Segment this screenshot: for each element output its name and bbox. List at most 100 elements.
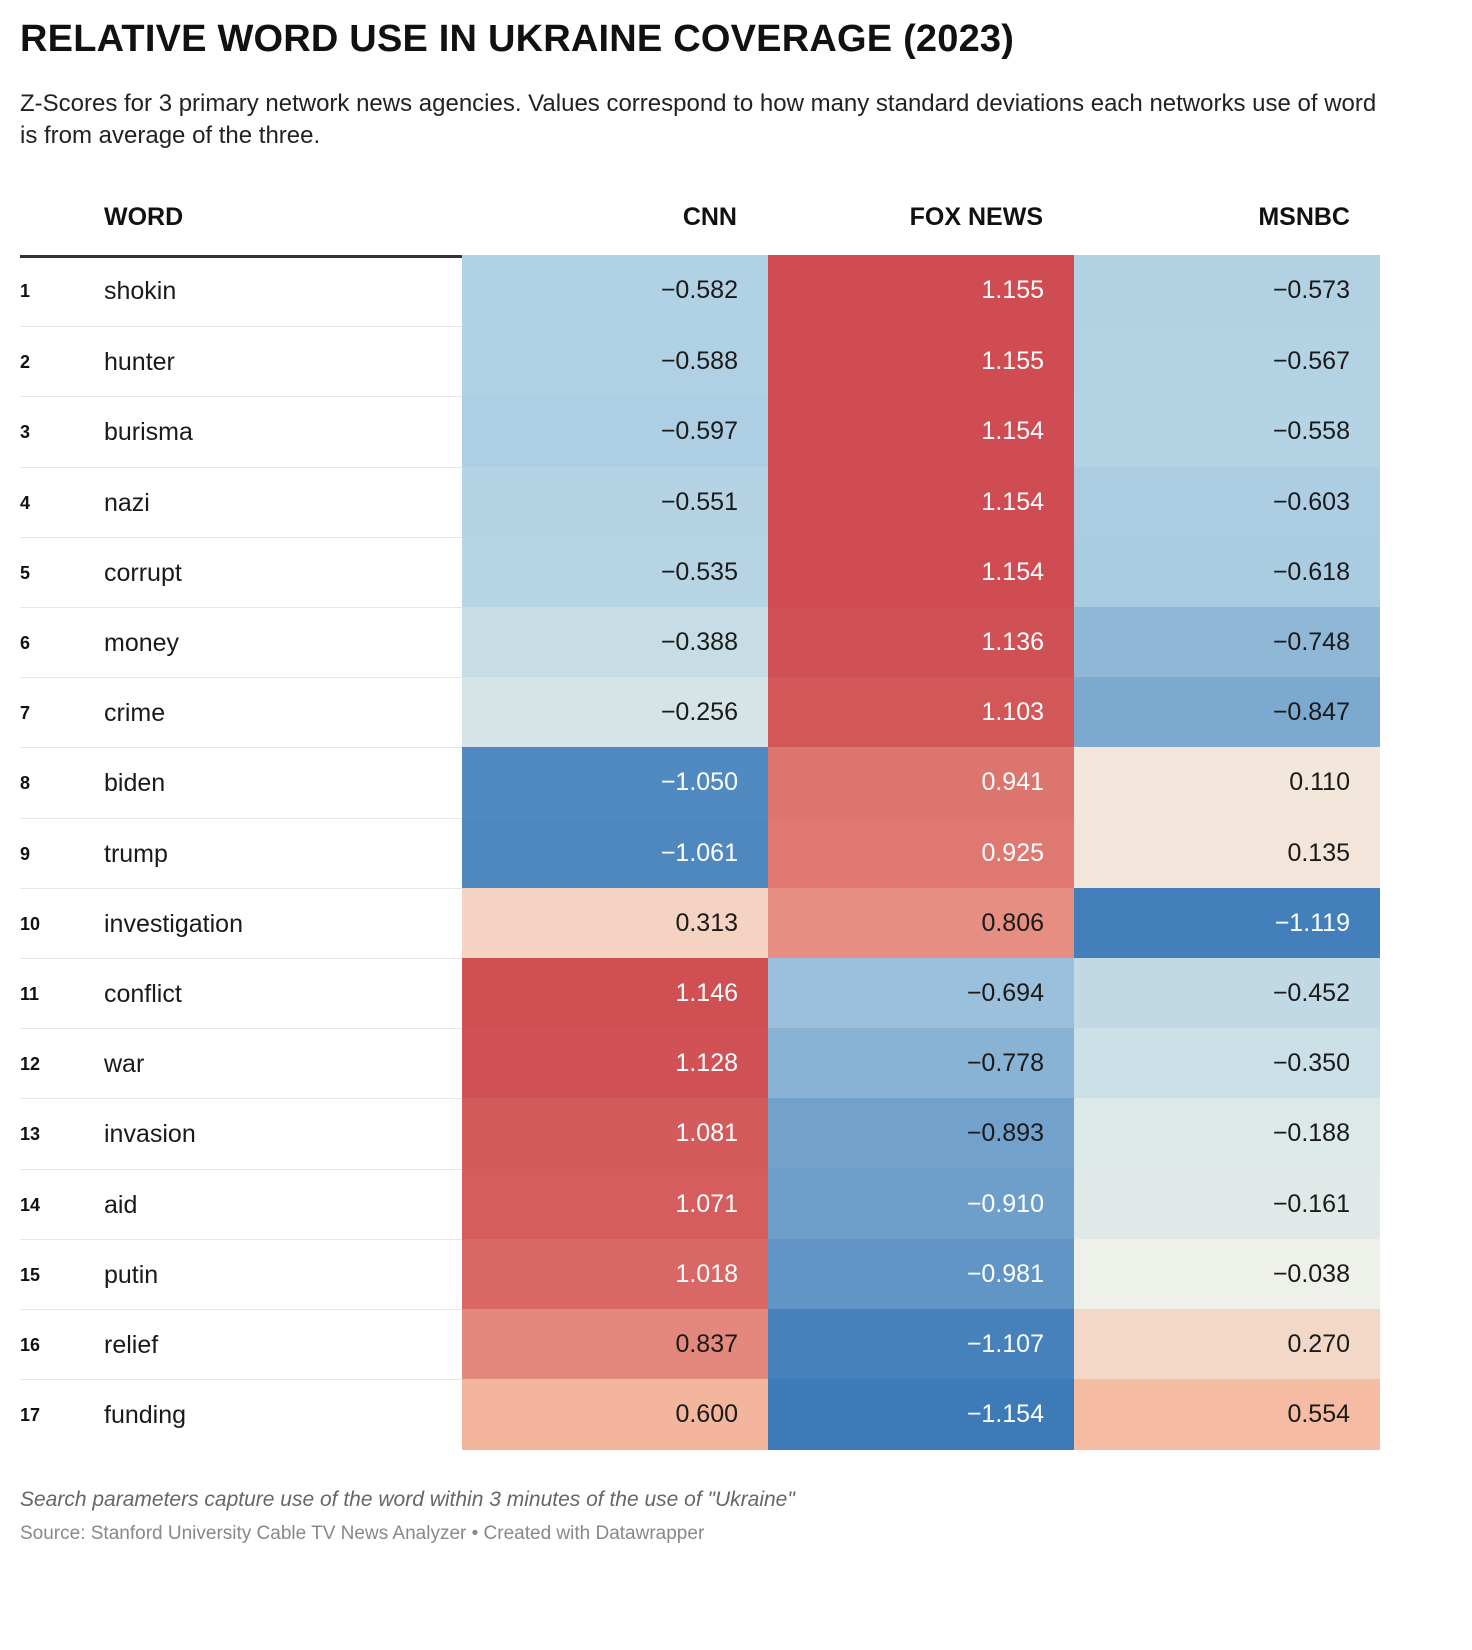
row-word: biden [104, 769, 166, 798]
row-rank: 4 [20, 492, 31, 513]
table-row: 6 money −0.388 1.136 −0.748 [20, 607, 1380, 678]
heat-cell-fox-news: −0.910 [768, 1168, 1074, 1240]
table-row: 11 conflict 1.146 −0.694 −0.452 [20, 958, 1380, 1029]
row-word: hunter [104, 348, 175, 377]
row-word: investigation [104, 909, 243, 938]
table-row: 14 aid 1.071 −0.910 −0.161 [20, 1168, 1380, 1240]
heat-cell-cnn: 1.018 [462, 1238, 768, 1310]
heat-cell-fox-news: 1.155 [768, 326, 1074, 398]
heat-cell-fox-news: −0.981 [768, 1238, 1074, 1310]
row-word: trump [104, 839, 168, 868]
heat-cell-fox-news: −0.694 [768, 958, 1074, 1029]
heat-cell-msnbc: −1.119 [1074, 887, 1380, 959]
heat-cell-cnn: −0.535 [462, 536, 768, 608]
table-row: 2 hunter −0.588 1.155 −0.567 [20, 326, 1380, 398]
row-rank: 14 [20, 1194, 41, 1215]
row-word: burisma [104, 418, 193, 447]
heat-cell-msnbc: −0.350 [1074, 1028, 1380, 1100]
heat-cell-msnbc: 0.135 [1074, 817, 1380, 889]
row-word: putin [104, 1260, 159, 1289]
row-word: invasion [104, 1120, 196, 1149]
row-rank: 17 [20, 1405, 41, 1426]
row-rank: 2 [20, 352, 31, 373]
row-rank: 9 [20, 843, 31, 864]
heat-cell-msnbc: −0.573 [1074, 255, 1380, 326]
column-header-msnbc[interactable]: MSNBC [1258, 203, 1350, 231]
table-row: 9 trump −1.061 0.925 0.135 [20, 817, 1380, 889]
heat-cell-msnbc: 0.110 [1074, 747, 1380, 819]
heat-cell-cnn: 0.600 [462, 1379, 768, 1451]
heat-cell-fox-news: 1.136 [768, 607, 1074, 678]
heat-cell-msnbc: −0.161 [1074, 1168, 1380, 1240]
row-rank: 13 [20, 1124, 41, 1145]
heat-cell-msnbc: −0.038 [1074, 1238, 1380, 1310]
heat-cell-cnn: 1.071 [462, 1168, 768, 1240]
heat-cell-fox-news: 1.154 [768, 396, 1074, 468]
row-rank: 1 [20, 281, 31, 301]
heat-cell-cnn: 1.081 [462, 1098, 768, 1170]
heat-cell-msnbc: −0.748 [1074, 607, 1380, 678]
heat-cell-msnbc: 0.554 [1074, 1379, 1380, 1451]
heat-cell-fox-news: 1.154 [768, 536, 1074, 608]
chart-title: RELATIVE WORD USE IN UKRAINE COVERAGE (2… [20, 18, 1015, 60]
heat-cell-msnbc: −0.567 [1074, 326, 1380, 398]
heat-cell-cnn: 0.313 [462, 887, 768, 959]
row-rank: 6 [20, 633, 31, 653]
table-row: 4 nazi −0.551 1.154 −0.603 [20, 466, 1380, 538]
row-word: aid [104, 1190, 138, 1219]
chart-note: Search parameters capture use of the wor… [20, 1488, 795, 1511]
row-rank: 11 [20, 984, 40, 1004]
table-row: 5 corrupt −0.535 1.154 −0.618 [20, 536, 1380, 608]
row-word: funding [104, 1401, 187, 1430]
column-header-cnn[interactable]: CNN [682, 203, 737, 231]
column-header-fox-news[interactable]: FOX NEWS [909, 203, 1043, 231]
heat-cell-cnn: −0.551 [462, 466, 768, 538]
heat-cell-fox-news: −0.893 [768, 1098, 1074, 1170]
heat-cell-msnbc: −0.452 [1074, 958, 1380, 1029]
heat-cell-cnn: 1.128 [462, 1028, 768, 1100]
heat-cell-msnbc: −0.558 [1074, 396, 1380, 468]
heat-cell-fox-news: −0.778 [768, 1028, 1074, 1100]
row-rank: 5 [20, 562, 31, 583]
table-header: WORD CNN FOX NEWS MSNBC [20, 195, 1380, 258]
table-row: 7 crime −0.256 1.103 −0.847 [20, 677, 1380, 749]
table-row: 15 putin 1.018 −0.981 −0.038 [20, 1238, 1380, 1310]
heat-cell-cnn: 1.146 [462, 958, 768, 1029]
table-row: 10 investigation 0.313 0.806 −1.119 [20, 887, 1380, 959]
table-row: 3 burisma −0.597 1.154 −0.558 [20, 396, 1380, 468]
heat-cell-cnn: −0.597 [462, 396, 768, 468]
heat-cell-msnbc: −0.847 [1074, 677, 1380, 749]
table-row: 1 shokin −0.582 1.155 −0.573 [20, 255, 1380, 326]
table-row: 12 war 1.128 −0.778 −0.350 [20, 1028, 1380, 1100]
row-rank: 16 [20, 1335, 41, 1355]
heat-cell-fox-news: 1.155 [768, 255, 1074, 326]
heat-cell-msnbc: −0.603 [1074, 466, 1380, 538]
row-rank: 12 [20, 1054, 41, 1075]
heat-cell-fox-news: −1.107 [768, 1309, 1074, 1380]
row-word: relief [104, 1331, 159, 1359]
row-word: crime [104, 699, 166, 728]
table-row: 16 relief 0.837 −1.107 0.270 [20, 1309, 1380, 1380]
heat-cell-msnbc: −0.188 [1074, 1098, 1380, 1170]
row-word: nazi [104, 488, 150, 517]
row-rank: 15 [20, 1264, 41, 1285]
heat-cell-cnn: −0.388 [462, 607, 768, 678]
heat-cell-msnbc: 0.270 [1074, 1309, 1380, 1380]
row-word: conflict [104, 980, 182, 1008]
heat-cell-fox-news: 1.154 [768, 466, 1074, 538]
heat-cell-cnn: −0.588 [462, 326, 768, 398]
heat-cell-cnn: 0.837 [462, 1309, 768, 1380]
row-word: money [104, 629, 180, 657]
heat-cell-fox-news: −1.154 [768, 1379, 1074, 1451]
table-row: 13 invasion 1.081 −0.893 −0.188 [20, 1098, 1380, 1170]
row-rank: 8 [20, 773, 31, 794]
heat-cell-cnn: −0.582 [462, 255, 768, 326]
heat-cell-fox-news: 0.941 [768, 747, 1074, 819]
chart-source: Source: Stanford University Cable TV New… [20, 1523, 705, 1544]
heat-cell-msnbc: −0.618 [1074, 536, 1380, 608]
chart-subtitle: Z-Scores for 3 primary network news agen… [20, 90, 1377, 149]
column-header-word[interactable]: WORD [104, 203, 184, 231]
heat-cell-fox-news: 0.925 [768, 817, 1074, 889]
row-rank: 10 [20, 913, 41, 934]
heat-cell-fox-news: 0.806 [768, 887, 1074, 959]
